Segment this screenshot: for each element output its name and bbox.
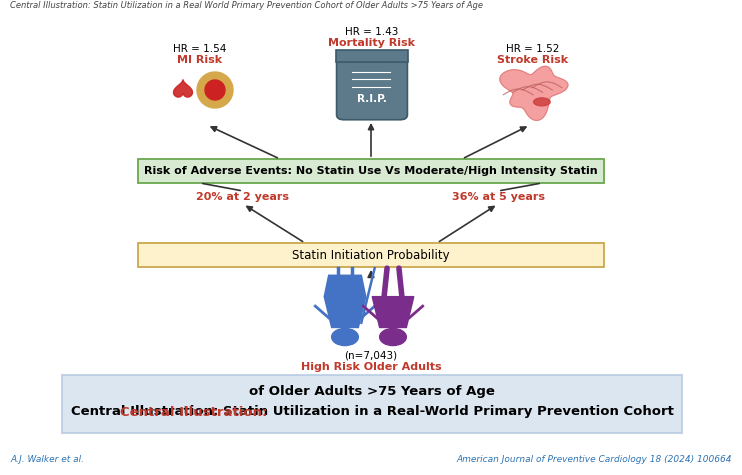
- FancyBboxPatch shape: [138, 243, 604, 267]
- Text: A.J. Walker et al.: A.J. Walker et al.: [10, 455, 84, 464]
- Text: R.I.P.: R.I.P.: [357, 94, 387, 104]
- Text: 20% at 2 years: 20% at 2 years: [197, 192, 289, 202]
- FancyBboxPatch shape: [336, 50, 408, 62]
- Polygon shape: [324, 275, 366, 296]
- Polygon shape: [500, 66, 568, 120]
- Polygon shape: [324, 296, 366, 327]
- Circle shape: [380, 328, 407, 345]
- Text: 36% at 5 years: 36% at 5 years: [451, 192, 545, 202]
- FancyBboxPatch shape: [138, 159, 604, 183]
- Text: Risk of Adverse Events: No Statin Use Vs Moderate/High Intensity Statin: Risk of Adverse Events: No Statin Use Vs…: [144, 166, 598, 176]
- Text: American Journal of Preventive Cardiology 18 (2024) 100664: American Journal of Preventive Cardiolog…: [456, 455, 732, 464]
- Text: Stroke Risk: Stroke Risk: [497, 55, 568, 65]
- Text: of Older Adults >75 Years of Age: of Older Adults >75 Years of Age: [249, 386, 495, 399]
- Polygon shape: [205, 80, 225, 100]
- Polygon shape: [372, 296, 414, 327]
- Polygon shape: [533, 98, 551, 106]
- FancyBboxPatch shape: [337, 55, 407, 120]
- Text: HR = 1.43: HR = 1.43: [345, 27, 398, 37]
- Text: Mortality Risk: Mortality Risk: [329, 38, 416, 48]
- Polygon shape: [174, 80, 192, 97]
- Text: Statin Initiation Probability: Statin Initiation Probability: [292, 248, 450, 262]
- Text: (n=7,043): (n=7,043): [344, 350, 398, 360]
- Text: High Risk Older Adults: High Risk Older Adults: [301, 362, 441, 372]
- Text: Central Illustration:: Central Illustration:: [120, 406, 267, 418]
- Text: HR = 1.54: HR = 1.54: [174, 44, 227, 54]
- Circle shape: [332, 328, 358, 345]
- Text: Central Illustration: Statin Utilization in a Real-World Primary Prevention Coho: Central Illustration: Statin Utilization…: [70, 406, 674, 418]
- Text: HR = 1.52: HR = 1.52: [506, 44, 559, 54]
- FancyBboxPatch shape: [62, 375, 682, 433]
- Text: Central Illustration: Statin Utilization in a Real World Primary Prevention Coho: Central Illustration: Statin Utilization…: [10, 1, 483, 10]
- Polygon shape: [197, 72, 233, 108]
- Text: MI Risk: MI Risk: [177, 55, 223, 65]
